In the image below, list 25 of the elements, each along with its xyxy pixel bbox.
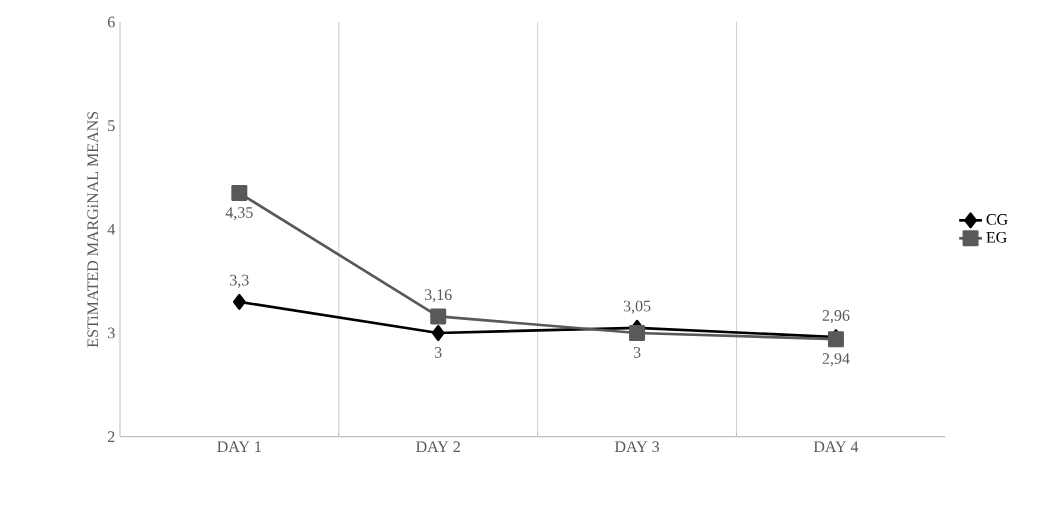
y-tick-label: 5 [108,120,115,131]
x-tick-label: DAY 4 [813,441,859,452]
y-tick-label: 6 [107,16,115,28]
data-label: 3,3 [230,274,249,288]
point [430,308,447,325]
data-label: 2,96 [822,310,850,324]
point [431,324,445,341]
y-tick-label: 3 [108,327,115,339]
legend-label: CG [986,214,1008,225]
data-label: 3 [434,347,442,358]
x-tick-label: DAY 2 [416,441,460,452]
y-tick-label: 2 [108,431,115,442]
legend-label: EG [986,231,1007,243]
x-tick-label: DAY 3 [614,441,660,453]
x-tick-label: DAY 1 [217,441,261,452]
y-tick-label: 4 [107,224,116,235]
data-label: 3 [633,347,641,358]
point [232,293,246,310]
y-axis-title: ESTiMATED MARGiNAL MEANS [87,111,99,348]
point [231,185,248,202]
data-label: 3,05 [623,300,651,314]
data-label: 2,94 [822,353,850,367]
data-label: 3,16 [424,289,452,303]
point [629,324,646,341]
data-label: 4,35 [225,207,253,221]
